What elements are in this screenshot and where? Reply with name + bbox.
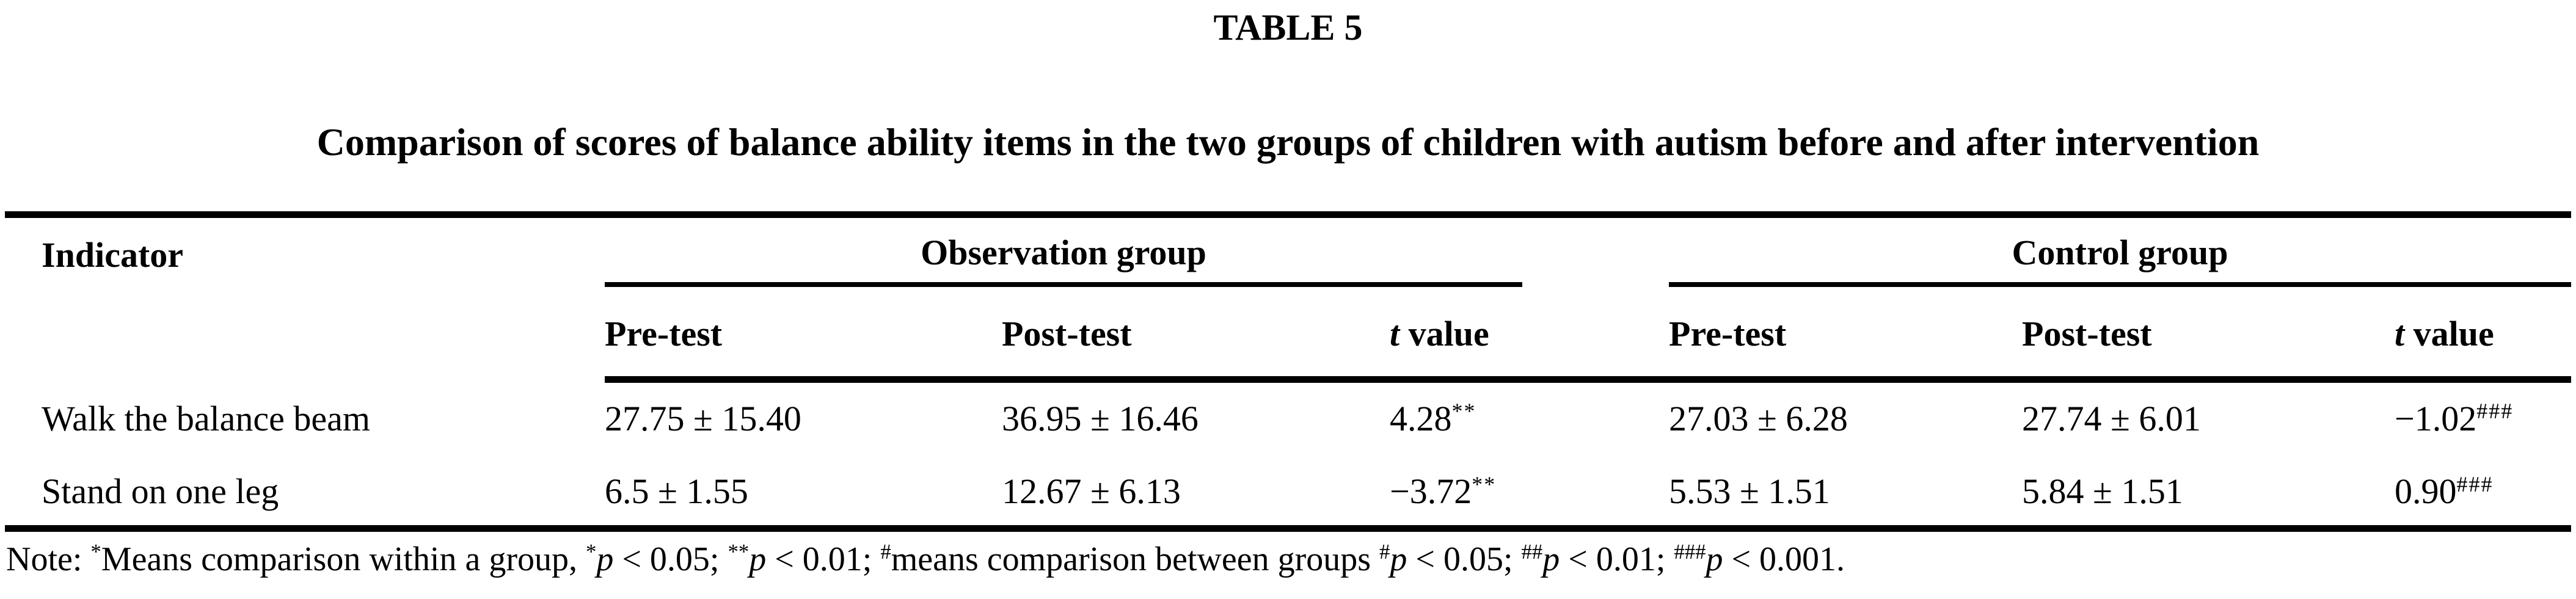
header-control-group: Control group bbox=[2012, 232, 2228, 272]
hash-marker: ### bbox=[1674, 539, 1706, 564]
table-row-walk-balance-beam: Walk the balance beam 27.75 ± 15.40 36.9… bbox=[5, 379, 2571, 456]
asterisk-marker: * bbox=[90, 539, 101, 564]
asterisk-marker: ** bbox=[728, 539, 750, 564]
cell-ctrl-t: −1.02### bbox=[2395, 398, 2514, 438]
table-number-label: TABLE 5 bbox=[1213, 7, 1363, 48]
p-symbol: p bbox=[1542, 540, 1560, 578]
cell-obs-t: 4.28** bbox=[1390, 398, 1476, 438]
header-obs-post-test: Post-test bbox=[1002, 287, 1390, 383]
cell-obs-post: 36.95 ± 16.46 bbox=[1002, 398, 1199, 438]
observation-group-spanner-rule: Observation group bbox=[605, 231, 1523, 288]
cell-indicator: Stand on one leg bbox=[5, 456, 605, 532]
hash-marker: ## bbox=[1521, 539, 1543, 564]
p-symbol: p bbox=[1390, 540, 1407, 578]
note-prefix: Note: bbox=[6, 540, 91, 578]
significance-marker: ** bbox=[1472, 471, 1497, 496]
cell-obs-post: 12.67 ± 6.13 bbox=[1002, 456, 1390, 532]
cell-indicator: Walk the balance beam bbox=[42, 398, 371, 438]
header-obs-t-value: t value bbox=[1390, 287, 1669, 383]
table-footnote: Note: *Means comparison within a group, … bbox=[6, 539, 1845, 578]
header-ctrl-t-value: t value bbox=[2395, 287, 2572, 383]
header-ctrl-post-test: Post-test bbox=[2022, 287, 2395, 383]
p-symbol: p bbox=[1706, 540, 1723, 578]
header-observation-group-cell: Observation group bbox=[605, 214, 1669, 288]
balance-ability-table: Indicator Observation group Control grou… bbox=[5, 211, 2572, 532]
cell-ctrl-t: 0.90### bbox=[2395, 456, 2572, 532]
cell-obs-pre: 27.75 ± 15.40 bbox=[605, 398, 801, 438]
cell-ctrl-pre: 5.53 ± 1.51 bbox=[1669, 456, 2023, 532]
table-caption: Comparison of scores of balance ability … bbox=[316, 120, 2260, 164]
header-indicator: Indicator bbox=[42, 234, 183, 275]
header-ctrl-pre-test: Pre-test bbox=[1669, 287, 2023, 383]
subheader-row: Pre-test Post-test t value Pre-test Post… bbox=[5, 287, 2572, 383]
p-symbol: p bbox=[749, 540, 767, 578]
asterisk-marker: * bbox=[585, 539, 597, 564]
significance-marker: ### bbox=[2456, 471, 2494, 496]
significance-marker: ** bbox=[1451, 399, 1476, 424]
table-row-stand-on-one-leg: Stand on one leg 6.5 ± 1.55 12.67 ± 6.13… bbox=[5, 456, 2572, 532]
header-control-group-cell: Control group bbox=[1669, 214, 2572, 288]
hash-marker: # bbox=[880, 539, 891, 564]
control-group-spanner-rule: Control group bbox=[1669, 231, 2572, 288]
cell-ctrl-post: 5.84 ± 1.51 bbox=[2022, 456, 2395, 532]
cell-ctrl-pre: 27.03 ± 6.28 bbox=[1669, 398, 1848, 438]
cell-obs-pre: 6.5 ± 1.55 bbox=[605, 456, 1002, 532]
hash-marker: # bbox=[1379, 539, 1390, 564]
header-obs-pre-test: Pre-test bbox=[605, 287, 1002, 383]
header-observation-group: Observation group bbox=[921, 232, 1206, 272]
group-header-row: Indicator Observation group Control grou… bbox=[5, 214, 2572, 288]
p-symbol: p bbox=[596, 540, 614, 578]
significance-marker: ### bbox=[2476, 399, 2514, 424]
cell-ctrl-post: 27.74 ± 6.01 bbox=[2022, 398, 2201, 438]
cell-obs-t: −3.72** bbox=[1390, 456, 1669, 532]
